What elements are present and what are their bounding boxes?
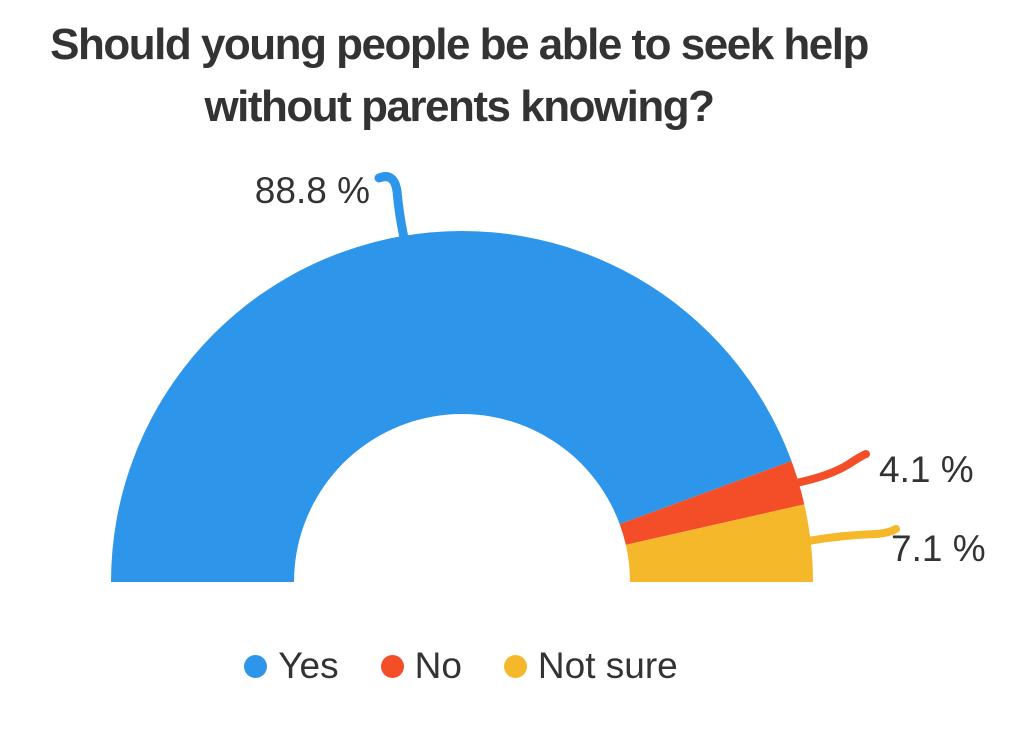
value-label-yes: 88.8 % [254, 170, 370, 211]
legend-item-no[interactable]: No [380, 645, 462, 686]
value-label-no: 4.1 % [879, 449, 974, 490]
legend-label-yes: Yes [278, 645, 339, 686]
legend-label-no: No [414, 645, 462, 686]
leader-line-not-sure [804, 525, 900, 545]
legend-dot-yes [244, 654, 268, 678]
legend-item-not-sure[interactable]: Not sure [503, 645, 678, 686]
legend-label-not-sure: Not sure [537, 645, 678, 686]
leader-line-no [792, 450, 870, 487]
legend: Yes No Not sure [0, 646, 922, 686]
legend-dot-no [380, 654, 404, 678]
segment-no[interactable] [619, 461, 805, 545]
legend-item-yes[interactable]: Yes [244, 645, 339, 686]
segment-not-sure[interactable] [625, 504, 813, 582]
segment-yes[interactable] [111, 231, 792, 583]
value-label-not-sure: 7.1 % [891, 528, 986, 569]
legend-dot-not-sure [503, 654, 527, 678]
leader-line-yes [374, 172, 409, 243]
chart-title: Should young people be able to seek help… [50, 20, 869, 131]
